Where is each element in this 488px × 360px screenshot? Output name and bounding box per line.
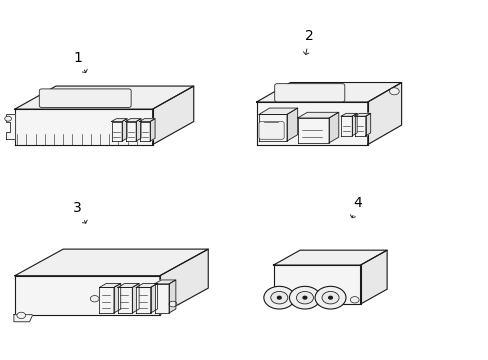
Polygon shape <box>99 283 121 287</box>
Polygon shape <box>256 82 401 102</box>
Circle shape <box>322 292 338 304</box>
Polygon shape <box>111 122 122 141</box>
Circle shape <box>17 312 25 319</box>
Polygon shape <box>297 112 338 118</box>
Polygon shape <box>169 280 176 313</box>
Polygon shape <box>139 122 150 141</box>
Polygon shape <box>15 86 193 109</box>
Text: 1: 1 <box>73 51 87 72</box>
Polygon shape <box>273 265 360 304</box>
Polygon shape <box>125 119 141 122</box>
Polygon shape <box>150 283 157 313</box>
Polygon shape <box>125 122 136 141</box>
Polygon shape <box>360 250 386 304</box>
Polygon shape <box>328 112 338 143</box>
Polygon shape <box>152 86 193 145</box>
Polygon shape <box>139 119 155 122</box>
FancyBboxPatch shape <box>274 84 344 102</box>
Polygon shape <box>15 109 152 145</box>
Polygon shape <box>154 280 176 284</box>
Polygon shape <box>259 108 297 114</box>
Polygon shape <box>114 283 121 313</box>
Polygon shape <box>286 108 297 141</box>
Polygon shape <box>259 114 286 141</box>
Polygon shape <box>341 116 351 136</box>
Polygon shape <box>154 284 169 313</box>
Circle shape <box>303 296 306 299</box>
Text: 2: 2 <box>303 30 313 54</box>
Polygon shape <box>341 113 356 116</box>
Polygon shape <box>150 119 155 141</box>
Circle shape <box>289 286 320 309</box>
Polygon shape <box>99 287 114 313</box>
Polygon shape <box>297 118 328 143</box>
Circle shape <box>90 296 99 302</box>
Circle shape <box>169 301 177 307</box>
Text: 4: 4 <box>349 196 362 218</box>
Polygon shape <box>160 249 208 315</box>
Text: 3: 3 <box>73 201 87 223</box>
Polygon shape <box>122 119 127 141</box>
Circle shape <box>389 88 398 95</box>
Polygon shape <box>365 113 370 136</box>
Polygon shape <box>15 276 160 315</box>
Polygon shape <box>118 287 132 313</box>
FancyBboxPatch shape <box>39 89 131 107</box>
Polygon shape <box>273 250 386 265</box>
FancyBboxPatch shape <box>259 122 284 139</box>
Polygon shape <box>118 283 139 287</box>
Polygon shape <box>367 82 401 145</box>
Polygon shape <box>136 287 150 313</box>
Circle shape <box>314 286 346 309</box>
Polygon shape <box>15 249 208 276</box>
Polygon shape <box>132 283 139 313</box>
Polygon shape <box>354 113 370 116</box>
Circle shape <box>5 116 11 121</box>
Polygon shape <box>136 119 141 141</box>
Circle shape <box>270 292 287 304</box>
Circle shape <box>264 286 294 309</box>
Circle shape <box>350 297 358 303</box>
Polygon shape <box>256 102 367 145</box>
Polygon shape <box>6 114 15 139</box>
Polygon shape <box>136 283 157 287</box>
Polygon shape <box>354 116 365 136</box>
Polygon shape <box>351 113 356 136</box>
Polygon shape <box>111 119 127 122</box>
Polygon shape <box>14 315 32 322</box>
Circle shape <box>328 296 332 299</box>
Circle shape <box>277 296 281 299</box>
Circle shape <box>296 292 313 304</box>
